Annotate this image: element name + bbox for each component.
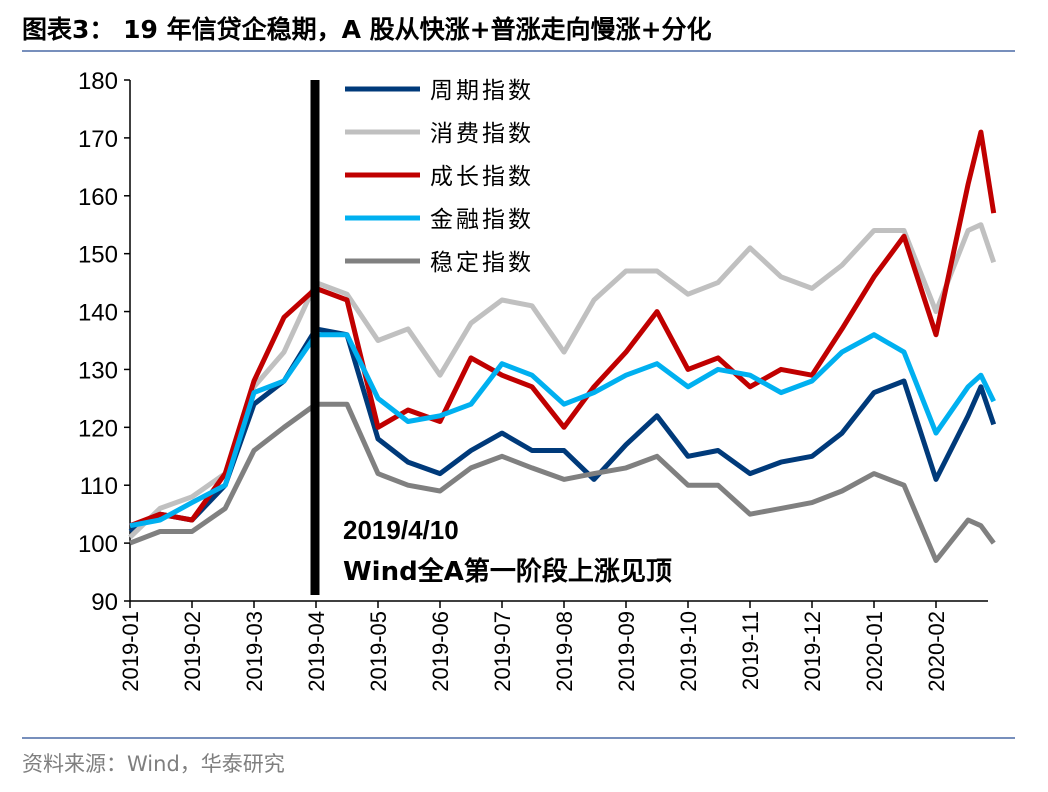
legend-label: 稳定指数 bbox=[430, 250, 534, 276]
annotation-text: Wind全A第一阶段上涨见顶 bbox=[343, 556, 672, 587]
legend-item: 周期指数 bbox=[345, 78, 534, 104]
x-tick-label: 2019-12 bbox=[800, 611, 825, 692]
y-tick-label: 130 bbox=[78, 357, 118, 384]
y-tick-label: 100 bbox=[78, 531, 118, 558]
series-line-周期指数 bbox=[128, 326, 997, 534]
series-line-金融指数 bbox=[129, 332, 996, 529]
x-tick-label: 2019-11 bbox=[738, 611, 763, 690]
x-tick-label: 2019-07 bbox=[490, 611, 515, 692]
legend-item: 消费指数 bbox=[345, 121, 534, 147]
x-tick-label: 2019-02 bbox=[180, 611, 205, 692]
y-tick-label: 180 bbox=[78, 68, 118, 95]
legend-label: 金融指数 bbox=[430, 207, 534, 233]
chart-title: 图表3： 19 年信贷企稳期，A 股从快涨+普涨走向慢涨+分化 bbox=[22, 15, 712, 44]
legend-item: 稳定指数 bbox=[345, 250, 534, 276]
x-tick-label: 2020-02 bbox=[924, 611, 949, 692]
series-line-稳定指数 bbox=[129, 401, 996, 563]
legend-label: 周期指数 bbox=[430, 78, 534, 104]
legend-label: 消费指数 bbox=[430, 121, 534, 147]
annotation-date: 2019/4/10 bbox=[343, 515, 459, 545]
x-tick-label: 2019-01 bbox=[118, 611, 143, 692]
x-tick-label: 2019-06 bbox=[428, 611, 453, 692]
y-tick-label: 120 bbox=[78, 415, 118, 442]
legend-item: 金融指数 bbox=[345, 207, 534, 233]
x-tick-label: 2019-08 bbox=[552, 611, 577, 692]
y-tick-label: 150 bbox=[78, 242, 118, 269]
x-tick-label: 2019-04 bbox=[304, 611, 329, 692]
x-tick-label: 2019-03 bbox=[242, 611, 267, 692]
y-tick-label: 160 bbox=[78, 184, 118, 211]
x-tick-label: 2019-05 bbox=[366, 611, 391, 692]
y-tick-label: 140 bbox=[78, 300, 118, 327]
x-tick-label: 2019-09 bbox=[614, 611, 639, 692]
y-tick-label: 170 bbox=[78, 126, 118, 153]
series-line-消费指数 bbox=[128, 222, 997, 540]
series-line-成长指数 bbox=[129, 129, 997, 529]
x-tick-label: 2020-01 bbox=[862, 611, 887, 692]
legend-label: 成长指数 bbox=[430, 164, 534, 190]
source-note: 资料来源：Wind，华泰研究 bbox=[22, 752, 285, 776]
x-tick-label: 2019-10 bbox=[676, 611, 701, 692]
legend-item: 成长指数 bbox=[345, 164, 534, 190]
y-tick-label: 90 bbox=[91, 589, 118, 616]
y-tick-label: 110 bbox=[80, 473, 118, 500]
